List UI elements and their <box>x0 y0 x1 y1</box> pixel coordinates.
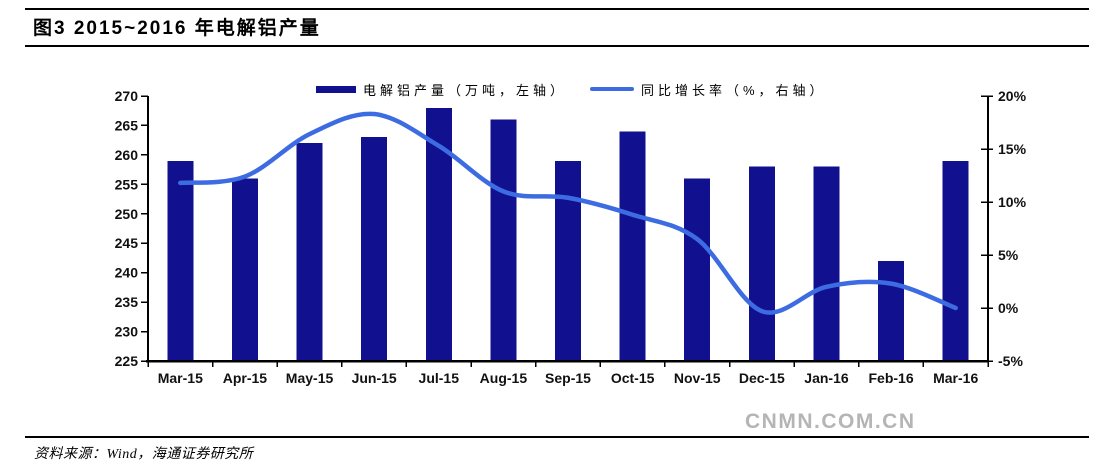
x-axis-label: Aug-15 <box>480 370 528 386</box>
production-bar <box>748 166 775 361</box>
production-bar <box>231 178 258 361</box>
x-axis-label: Mar-16 <box>933 370 978 386</box>
left-axis-tick-label: 230 <box>115 324 139 340</box>
right-axis-tick-label: 20% <box>998 88 1027 104</box>
right-axis-tick-label: 15% <box>998 141 1027 157</box>
growth-line <box>178 111 958 315</box>
left-axis-tick-label: 250 <box>115 206 139 222</box>
left-axis-tick-label: 255 <box>115 176 139 192</box>
production-bar <box>296 143 323 361</box>
production-bar <box>813 166 840 361</box>
legend-label-growth: 同比增长率（%，右轴） <box>641 82 827 98</box>
figure-title: 图3 2015~2016 年电解铝产量 <box>33 18 321 39</box>
x-axis-label: Mar-15 <box>158 370 203 386</box>
x-axis-label: Jun-15 <box>352 370 397 386</box>
bottom-divider <box>25 436 1089 438</box>
production-bar <box>684 178 711 361</box>
production-bar <box>619 131 646 361</box>
x-axis-label: Oct-15 <box>611 370 655 386</box>
x-axis-label: Apr-15 <box>223 370 268 386</box>
left-axis-tick-label: 225 <box>115 353 139 369</box>
left-axis-tick-label: 235 <box>115 294 139 310</box>
production-bar <box>942 160 969 361</box>
left-axis-tick-label: 270 <box>115 88 139 104</box>
left-axis-tick-label: 245 <box>115 235 139 251</box>
x-axis-label: Sep-15 <box>545 370 591 386</box>
legend-label-production: 电解铝产量（万吨，左轴） <box>363 82 568 98</box>
x-axis-label: Jul-15 <box>419 370 460 386</box>
x-axis-label: Dec-15 <box>739 370 785 386</box>
left-axis-tick-label: 265 <box>115 117 139 133</box>
legend-item-growth: 同比增长率（%，右轴） <box>590 81 827 98</box>
left-axis-tick-label: 240 <box>115 265 139 281</box>
production-bar <box>361 137 388 361</box>
x-axis-label: Feb-16 <box>869 370 914 386</box>
site-watermark: CNMN.COM.CN <box>745 410 916 433</box>
left-axis-tick-label: 260 <box>115 147 139 163</box>
title-divider <box>25 45 1089 47</box>
x-axis-label: May-15 <box>286 370 334 386</box>
x-axis-label: Jan-16 <box>804 370 849 386</box>
production-bar <box>555 160 581 361</box>
line-series-swatch <box>590 86 634 92</box>
bar-series-swatch <box>316 85 356 93</box>
right-axis-tick-label: -5% <box>998 353 1023 369</box>
data-source-note: 资料来源：Wind，海通证券研究所 <box>34 447 254 462</box>
legend-item-production: 电解铝产量（万吨，左轴） <box>316 81 568 98</box>
right-axis-tick-label: 0% <box>998 300 1019 316</box>
right-axis-tick-label: 5% <box>998 247 1019 263</box>
production-bar <box>878 260 905 361</box>
production-bar <box>490 119 517 361</box>
x-axis-label: Nov-15 <box>674 370 721 386</box>
top-divider <box>25 8 1089 10</box>
production-bar <box>167 160 194 361</box>
right-axis-tick-label: 10% <box>998 194 1027 210</box>
